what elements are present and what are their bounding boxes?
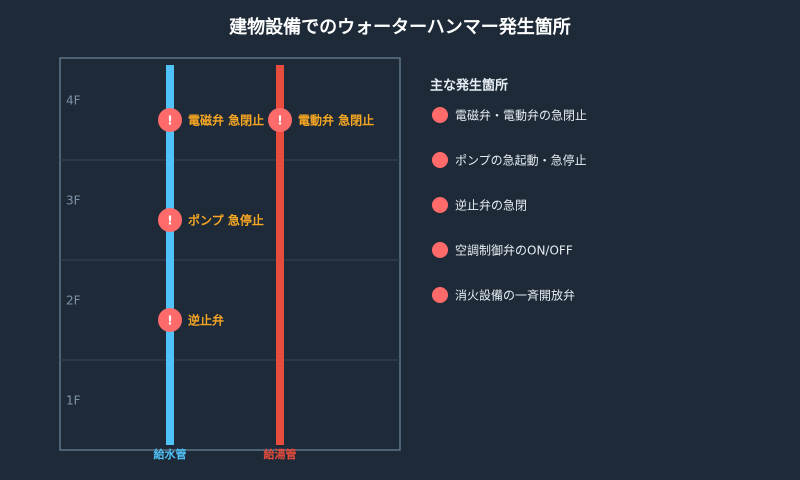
legend-dot	[432, 197, 448, 213]
floor-label: 3F	[66, 194, 81, 208]
floor-label: 1F	[66, 394, 81, 408]
legend-item: 空調制御弁のON/OFF	[455, 243, 573, 258]
legend-item: 消火設備の一斉開放弁	[455, 288, 575, 303]
legend-dot	[432, 107, 448, 123]
legend-item: 電磁弁・電動弁の急閉止	[455, 108, 587, 123]
title: 建物設備でのウォーターハンマー発生箇所	[229, 16, 571, 38]
legend-item: ポンプの急起動・急停止	[455, 153, 587, 168]
legend-dot	[432, 287, 448, 303]
marker-icon: !	[277, 114, 282, 128]
legend-dot	[432, 152, 448, 168]
legend-item: 逆止弁の急閉	[455, 198, 527, 213]
floor-label: 4F	[66, 94, 81, 108]
marker-label: 逆止弁	[188, 313, 224, 328]
legend-title: 主な発生箇所	[430, 78, 508, 94]
marker-icon: !	[167, 114, 172, 128]
marker	[268, 108, 292, 132]
marker-icon: !	[167, 214, 172, 228]
marker	[158, 108, 182, 132]
building-frame	[59, 57, 401, 451]
marker	[158, 308, 182, 332]
legend-dot	[432, 242, 448, 258]
marker-label: 電動弁 急閉止	[298, 113, 374, 128]
pipe-label: 給湯管	[264, 447, 297, 461]
pipe-label: 給水管	[154, 447, 187, 461]
legend: 電磁弁・電動弁の急閉止ポンプの急起動・急停止逆止弁の急閉空調制御弁のON/OFF…	[432, 107, 587, 303]
marker-label: 電磁弁 急閉止	[188, 113, 264, 128]
marker-icon: !	[167, 314, 172, 328]
pipe-cold	[166, 65, 174, 445]
marker-label: ポンプ 急停止	[188, 213, 264, 228]
marker	[158, 208, 182, 232]
floor-label: 2F	[66, 294, 81, 308]
pipe-hot	[276, 65, 284, 445]
